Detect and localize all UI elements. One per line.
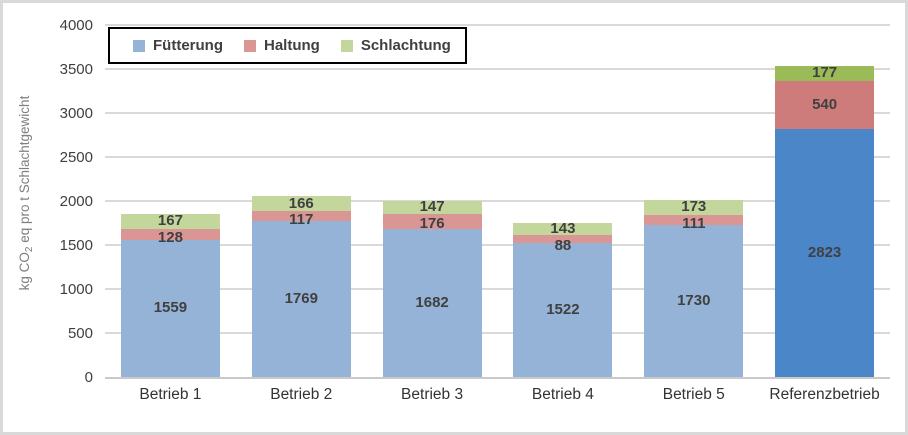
x-category-label-Betrieb 3: Betrieb 3 <box>401 386 464 403</box>
x-category-label-Betrieb 1: Betrieb 1 <box>139 386 202 403</box>
gridline-1500 <box>105 244 890 246</box>
bar-segment-Fütterung-Betrieb 3 <box>382 228 482 377</box>
x-category-label-Betrieb 2: Betrieb 2 <box>270 386 333 403</box>
x-category-label-Betrieb 4: Betrieb 4 <box>531 386 594 403</box>
bar-value-label-Fütterung-Betrieb 5: 1730 <box>677 291 711 309</box>
bar-value-label-Fütterung-Betrieb 2: 1769 <box>284 290 318 308</box>
legend-swatch-fuetterung-icon <box>133 39 145 52</box>
legend-item-schlachtung: Schlachtung <box>340 37 451 54</box>
y-tick-500: 500 <box>67 325 93 342</box>
legend-swatch-schlachtung-icon <box>340 39 353 52</box>
y-axis-tick-labels: 0 500 1000 1500 2000 2500 3000 3500 4000 <box>3 17 93 386</box>
bar-value-label-Haltung-Betrieb 1: 128 <box>157 228 183 246</box>
y-tick-1000: 1000 <box>59 281 93 298</box>
bar-value-label-Haltung-Betrieb 3: 176 <box>419 214 445 232</box>
bar-value-label-Haltung-Betrieb 2: 117 <box>289 211 314 229</box>
bar-value-label-Haltung-Referenzbetrieb: 540 <box>812 95 838 113</box>
bar-segment-Haltung-Betrieb 3 <box>382 213 482 229</box>
legend: Fütterung Haltung Schlachtung <box>108 27 467 64</box>
legend-label-haltung: Haltung <box>263 37 320 54</box>
bar-value-label-Fütterung-Referenzbetrieb: 2823 <box>807 243 842 261</box>
y-tick-1500: 1500 <box>59 237 93 254</box>
legend-item-fuetterung: Fütterung <box>133 37 223 54</box>
bar-segment-Schlachtung-Betrieb 1 <box>120 213 220 229</box>
y-tick-4000: 4000 <box>59 17 93 34</box>
bar-segment-Fütterung-Betrieb 2 <box>251 221 351 377</box>
gridline-1000 <box>105 288 890 290</box>
y-tick-2500: 2500 <box>59 149 93 166</box>
bar-value-label-Schlachtung-Betrieb 1: 167 <box>157 212 183 230</box>
bar-value-label-Fütterung-Betrieb 1: 1559 <box>153 299 188 317</box>
bar-segment-Fütterung-Betrieb 5 <box>644 224 744 377</box>
bar-segment-Schlachtung-Betrieb 5 <box>644 199 744 215</box>
bar-value-label-Schlachtung-Betrieb 3: 147 <box>419 198 445 216</box>
gridline-2500 <box>105 156 890 158</box>
bar-segment-Haltung-Betrieb 4 <box>513 235 613 244</box>
y-tick-0: 0 <box>84 369 93 386</box>
y-tick-3500: 3500 <box>59 61 93 78</box>
bar-segment-Schlachtung-Referenzbetrieb <box>775 65 875 82</box>
legend-label-schlachtung: Schlachtung <box>360 37 451 54</box>
gridline-2000 <box>105 200 890 202</box>
bar-value-label-Fütterung-Betrieb 4: 1522 <box>546 301 580 319</box>
gridline-4000 <box>105 24 890 26</box>
legend-label-fuetterung: Fütterung <box>153 37 223 54</box>
x-axis-category-labels: Betrieb 1 Betrieb 2 Betrieb 3 Betrieb 4 Betr… <box>105 386 890 410</box>
bar-segment-Fütterung-Referenzbetrieb <box>775 128 875 377</box>
bar-value-label-Fütterung-Betrieb 3: 1682 <box>415 293 449 311</box>
legend-swatch-haltung-icon <box>243 39 256 52</box>
bar-segment-Fütterung-Betrieb 1 <box>120 239 220 377</box>
x-category-label-Referenzbetrieb: Referenzbetrieb <box>769 386 880 403</box>
bar-segment-Haltung-Betrieb 2 <box>251 211 351 222</box>
gridline-3000 <box>105 112 890 114</box>
bar-segment-Schlachtung-Betrieb 3 <box>382 200 482 214</box>
bar-segment-Haltung-Betrieb 1 <box>120 228 220 240</box>
gridline-3500 <box>105 68 890 70</box>
bar-segment-Schlachtung-Betrieb 4 <box>513 222 613 236</box>
plot-area: 167 128 1559 166 117 1769 147 176 1682 143 88 1522 1… <box>105 24 890 379</box>
bar-segment-Fütterung-Betrieb 4 <box>513 243 613 377</box>
bar-segment-Haltung-Betrieb 5 <box>644 215 744 225</box>
bar-value-label-Schlachtung-Betrieb 2: 166 <box>288 194 314 212</box>
bar-value-label-Haltung-Betrieb 4: 88 <box>554 236 572 254</box>
bar-value-label-Schlachtung-Betrieb 5: 173 <box>681 198 707 216</box>
bar-segment-Schlachtung-Betrieb 2 <box>251 196 351 212</box>
y-tick-2000: 2000 <box>59 193 93 210</box>
bar-segment-Haltung-Referenzbetrieb <box>775 81 875 129</box>
bar-value-label-Schlachtung-Betrieb 4: 143 <box>550 220 576 238</box>
legend-item-haltung: Haltung <box>243 37 320 54</box>
bar-value-label-Schlachtung-Referenzbetrieb: 177 <box>812 64 838 82</box>
gridline-500 <box>105 332 890 334</box>
bar-value-label-Haltung-Betrieb 5: 111 <box>682 214 706 232</box>
y-tick-3000: 3000 <box>59 105 93 122</box>
x-category-label-Betrieb 5: Betrieb 5 <box>662 386 725 403</box>
